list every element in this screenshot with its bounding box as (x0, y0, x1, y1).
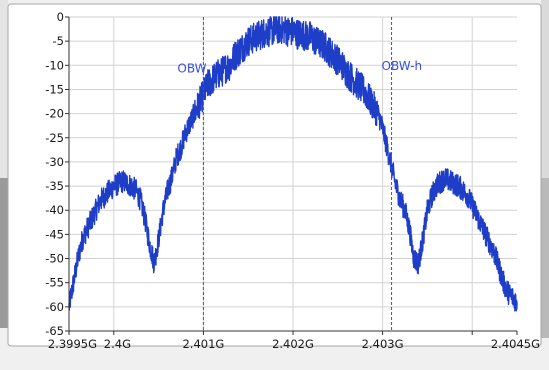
y-tick-label: -45 (45, 227, 64, 241)
y-tick-label: -55 (45, 276, 64, 290)
marker-layer: OBW OBW-h (177, 17, 422, 331)
y-tick-label: 0 (57, 10, 64, 24)
right-panel-edge (541, 0, 549, 178)
y-tick-label: -30 (45, 155, 64, 169)
y-tick-label: -10 (45, 58, 64, 72)
spectrum-trace (68, 16, 518, 312)
x-tick-label: 2.402G (272, 337, 314, 351)
y-tick-label: -50 (45, 252, 64, 266)
x-tick-label: 2.3995G (48, 337, 97, 351)
left-panel-edge-shaded (0, 178, 8, 328)
x-tick-label: 2.4G (104, 337, 131, 351)
x-tick-label: 2.403G (362, 337, 404, 351)
x-tick-label: 2.401G (182, 337, 224, 351)
y-tick-label: -65 (45, 324, 64, 338)
left-panel-edge (0, 0, 8, 178)
y-tick-label: -35 (45, 179, 64, 193)
y-tick-label: -20 (45, 107, 64, 121)
y-tick-label: -5 (53, 34, 64, 48)
y-tick-label: -60 (45, 300, 64, 314)
x-tick-label: 2.4045G (491, 337, 540, 351)
y-tick-label: -40 (45, 203, 64, 217)
series-layer (68, 16, 518, 312)
x-axis-tick-labels: 2.3995G 2.4G 2.401G 2.402G 2.403G 2.4045G (48, 337, 540, 351)
y-tick-label: -25 (45, 131, 64, 145)
obw-marker-label: OBW-h (382, 59, 423, 73)
right-panel-edge-shaded (541, 178, 549, 338)
y-axis-tick-labels: 0 -5 -10 -15 -20 -25 -30 -35 -40 -45 -50 -55 -60 -65 (45, 10, 64, 338)
axes (65, 16, 518, 335)
y-tick-label: -15 (45, 82, 64, 96)
obw-marker-label: OBW (177, 62, 206, 76)
